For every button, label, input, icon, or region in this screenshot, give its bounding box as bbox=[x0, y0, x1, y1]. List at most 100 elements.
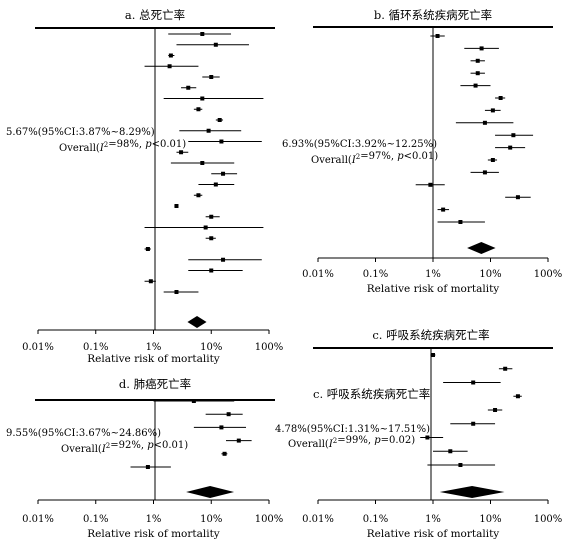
study-point bbox=[425, 435, 430, 440]
x-axis-label: Relative risk of mortality bbox=[87, 353, 220, 365]
study-point bbox=[209, 214, 214, 219]
study-point bbox=[479, 46, 484, 51]
study-point bbox=[471, 421, 476, 426]
study-point bbox=[221, 257, 226, 262]
x-tick-label: 1% bbox=[146, 342, 162, 353]
study-point bbox=[179, 150, 184, 155]
x-tick-label: 0.1% bbox=[83, 342, 108, 353]
study-point bbox=[515, 195, 520, 200]
study-point bbox=[200, 161, 205, 165]
panel-title: d. 肺癌死亡率 bbox=[119, 377, 191, 391]
x-axis-label: Relative risk of mortality bbox=[87, 528, 220, 540]
x-tick-label: 10% bbox=[479, 269, 501, 280]
study-point bbox=[145, 465, 150, 469]
x-tick-label: 100% bbox=[534, 514, 563, 525]
study-point bbox=[222, 451, 227, 456]
study-point bbox=[473, 83, 478, 88]
study-point bbox=[511, 133, 516, 138]
study-point bbox=[458, 463, 463, 467]
study-point bbox=[226, 412, 231, 417]
study-point bbox=[482, 120, 487, 125]
study-point bbox=[219, 425, 224, 430]
study-point bbox=[475, 58, 480, 63]
study-point bbox=[458, 220, 463, 224]
pooled-diamond bbox=[439, 486, 505, 498]
x-tick-label: 0.1% bbox=[363, 514, 388, 525]
pooled-estimate-text: 5.67%(95%CI:3.87%~8.29%) bbox=[6, 127, 155, 138]
study-point bbox=[200, 96, 205, 101]
panel-title: a. 总死亡率 bbox=[125, 8, 185, 22]
study-point bbox=[482, 170, 487, 175]
x-tick-label: 0.01% bbox=[302, 514, 334, 525]
study-point bbox=[428, 182, 433, 187]
study-point bbox=[508, 145, 513, 150]
pooled-estimate-text: 9.55%(95%CI:3.67%~24.86%) bbox=[6, 428, 161, 439]
study-point bbox=[174, 290, 179, 294]
forest-panel-4: d. 肺癌死亡率 0.01% 0.1% 1% 10% 100% Relative risk … bbox=[6, 377, 283, 540]
study-point bbox=[431, 353, 435, 357]
study-point bbox=[515, 394, 520, 399]
study-point bbox=[493, 408, 498, 412]
x-tick-label: 1% bbox=[425, 514, 441, 525]
study-point bbox=[174, 204, 179, 208]
study-point bbox=[475, 71, 480, 76]
study-point bbox=[217, 118, 222, 122]
x-axis-label: Relative risk of mortality bbox=[367, 283, 500, 295]
x-axis-label: Relative risk of mortality bbox=[367, 528, 500, 540]
study-point bbox=[490, 108, 495, 113]
study-point bbox=[209, 236, 214, 241]
x-tick-label: 0.01% bbox=[302, 269, 334, 280]
study-point bbox=[209, 268, 214, 273]
study-point bbox=[203, 225, 208, 230]
x-tick-label: 100% bbox=[255, 514, 284, 525]
study-point bbox=[236, 438, 241, 443]
x-tick-label: 0.1% bbox=[363, 269, 388, 280]
study-point bbox=[441, 207, 446, 212]
forest-panel-3: c. 呼吸系统疾病死亡率 0.01% 0.1% 1% 10% 100% Relative r… bbox=[275, 328, 562, 540]
pooled-diamond bbox=[187, 316, 207, 328]
forest-panel-1: a. 总死亡率 0.01% 0.1% 1% 10% 100% Relative risk o… bbox=[6, 8, 283, 365]
x-tick-label: 100% bbox=[255, 342, 284, 353]
panel-title: c. 呼吸系统疾病死亡率 bbox=[372, 328, 489, 342]
pooled-diamond bbox=[467, 242, 496, 254]
pooled-estimate-text: 4.78%(95%CI:1.31%~17.51%) bbox=[275, 424, 430, 435]
x-tick-label: 1% bbox=[146, 514, 162, 525]
pooled-diamond bbox=[186, 486, 235, 498]
heterogeneity-text: Overall(I2=92%, p<0.01) bbox=[61, 440, 188, 455]
study-point bbox=[435, 34, 440, 38]
study-point bbox=[200, 32, 205, 36]
study-point bbox=[209, 75, 214, 79]
x-tick-label: 10% bbox=[479, 514, 501, 525]
study-point bbox=[503, 366, 508, 371]
study-point bbox=[186, 85, 191, 90]
x-tick-label: 0.1% bbox=[83, 514, 108, 525]
study-point bbox=[196, 107, 201, 112]
heterogeneity-text: Overall(I2=99%, p=0.02) bbox=[288, 435, 415, 450]
study-point bbox=[168, 53, 173, 58]
study-point bbox=[196, 193, 201, 198]
x-tick-label: 10% bbox=[200, 514, 222, 525]
x-tick-label: 100% bbox=[534, 269, 563, 280]
study-point bbox=[448, 449, 453, 454]
x-tick-label: 10% bbox=[200, 342, 222, 353]
study-point bbox=[206, 128, 211, 133]
study-point bbox=[471, 380, 476, 385]
study-point bbox=[213, 42, 218, 47]
heterogeneity-text: Overall(I2=98%, p<0.01) bbox=[59, 139, 186, 154]
x-tick-label: 1% bbox=[425, 269, 441, 280]
study-point bbox=[145, 247, 150, 251]
heterogeneity-text: Overall(I2=97%, p<0.01) bbox=[311, 151, 438, 166]
study-point bbox=[148, 279, 153, 284]
x-tick-label: 0.01% bbox=[22, 342, 54, 353]
x-tick-label: 0.01% bbox=[22, 514, 54, 525]
study-point bbox=[219, 139, 224, 144]
study-point bbox=[213, 182, 218, 187]
study-point bbox=[221, 171, 226, 176]
pooled-estimate-text: 6.93%(95%CI:3.92%~12.25%) bbox=[282, 139, 437, 150]
study-point bbox=[498, 96, 503, 100]
forest-panel-2: b. 循环系统疾病死亡率 0.01% 0.1% 1% 10% 100% Relative r… bbox=[282, 8, 562, 295]
study-point bbox=[191, 399, 196, 403]
study-point bbox=[490, 158, 495, 162]
annotation-title: c. 呼吸系统疾病死亡率 bbox=[313, 387, 430, 401]
